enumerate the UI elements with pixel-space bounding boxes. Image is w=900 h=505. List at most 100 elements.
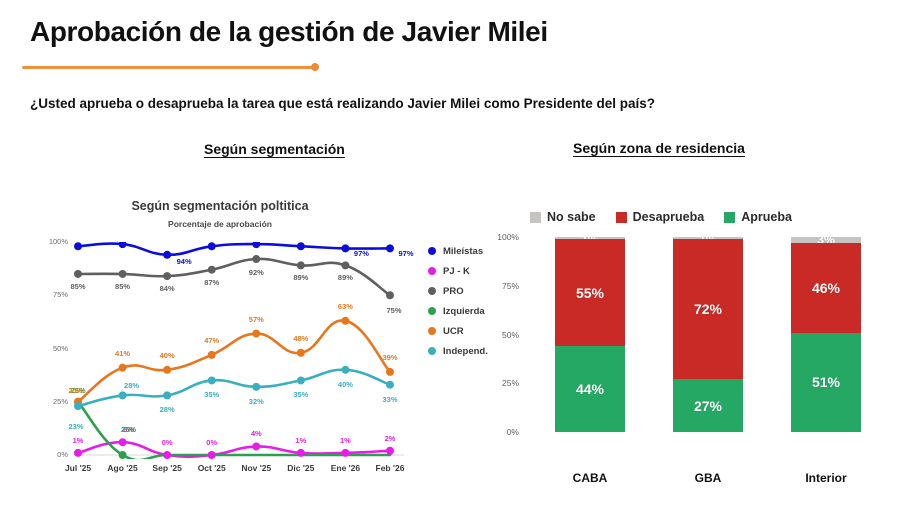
line-data-point — [118, 438, 127, 447]
line-data-label: 25% — [70, 385, 86, 395]
line-data-point — [163, 250, 172, 259]
line-data-point — [386, 367, 394, 376]
line-data-label: 40% — [159, 350, 175, 360]
legend-dot-icon — [428, 327, 436, 335]
survey-question: ¿Usted aprueba o desaprueba la tarea que… — [30, 96, 655, 111]
line-data-label: 28% — [124, 381, 140, 391]
line-chart-legend: Mileístas PJ - K PRO Izquierda UCR Independ. — [428, 241, 488, 361]
line-data-point — [341, 316, 350, 325]
line-data-point — [296, 261, 305, 270]
bar-segment-label: 72% — [693, 301, 723, 318]
line-data-label: 32% — [248, 396, 264, 406]
line-data-point — [296, 348, 305, 357]
line-chart-title: Según segmentación poltitica — [131, 199, 309, 213]
line-data-point — [207, 242, 216, 251]
line-data-label: 85% — [115, 281, 131, 291]
legend-swatch-icon — [724, 211, 736, 223]
bar-segment-aprueba[interactable]: 51% — [791, 332, 861, 432]
legend-item-independ[interactable]: Independ. — [428, 341, 488, 361]
line-series-mile-stas — [76, 242, 392, 257]
bar-chart-legend: No sabe Desaprueba Aprueba — [530, 210, 792, 224]
line-chart-y-tick: 50% — [52, 343, 68, 353]
line-data-point — [386, 380, 394, 389]
legend-item-no-sabe[interactable]: No sabe — [530, 210, 596, 224]
line-data-label: 23% — [68, 422, 84, 431]
bar-segment-label: 55% — [575, 284, 605, 301]
bar-chart-x-tick: CABA — [572, 471, 608, 485]
stacked-bar-interior[interactable]: 3% 46% 51% — [791, 233, 861, 432]
line-data-point — [386, 291, 394, 300]
line-data-label: 1% — [295, 435, 307, 445]
line-data-label: 0% — [206, 438, 218, 447]
legend-label: Desaprueba — [632, 210, 705, 224]
line-data-point — [74, 269, 82, 278]
line-data-label: 39% — [382, 352, 398, 362]
legend-item-aprueba[interactable]: Aprueba — [724, 210, 792, 224]
stacked-bar-chart-zona-residencia: No sabe Desaprueba Aprueba 0% 25% 50% 75% 100%… — [485, 205, 895, 485]
bar-segment-desaprueba[interactable]: 72% — [673, 238, 743, 380]
line-chart-subtitle: Porcentaje de aprobación — [168, 219, 272, 229]
line-data-label: 84% — [159, 284, 175, 294]
title-underline-dot — [311, 63, 319, 71]
line-data-label: 63% — [337, 301, 353, 311]
line-data-point — [163, 391, 172, 400]
line-series-pro — [76, 257, 392, 297]
bar-chart-y-tick: 50% — [501, 329, 519, 340]
stacked-bar-caba[interactable]: 1%55%44% — [555, 233, 625, 432]
legend-item-izquierda[interactable]: Izquierda — [428, 301, 488, 321]
legend-label: No sabe — [547, 210, 596, 224]
legend-item-pj-k[interactable]: PJ - K — [428, 261, 488, 281]
bar-segment-desaprueba[interactable]: 46% — [791, 242, 861, 333]
section-heading-zona: Según zona de residencia — [573, 140, 745, 156]
legend-label: PRO — [443, 285, 464, 297]
line-data-point — [118, 451, 127, 459]
line-chart-segmentacion-politica: Según segmentación poltitica Porcentaje … — [30, 195, 488, 480]
legend-item-desaprueba[interactable]: Desaprueba — [615, 210, 705, 224]
line-data-point — [163, 451, 172, 459]
legend-item-mile-stas[interactable]: Mileístas — [428, 241, 488, 261]
line-data-label: 57% — [248, 314, 264, 324]
bar-segment-label: 51% — [811, 374, 841, 391]
line-data-point — [207, 376, 216, 385]
line-chart-x-tick: Feb '26 — [375, 463, 405, 473]
line-chart-x-tick: Dic '25 — [287, 463, 315, 473]
stacked-bar-gba[interactable]: 1%72%27% — [673, 233, 743, 432]
line-data-label: 48% — [293, 333, 309, 343]
bar-segment-desaprueba[interactable]: 55% — [555, 238, 625, 347]
line-data-point — [341, 261, 350, 270]
bar-segment-aprueba[interactable]: 27% — [673, 379, 743, 432]
title-underline-rule — [22, 66, 316, 69]
line-data-point — [386, 446, 394, 455]
legend-label: Independ. — [443, 345, 488, 357]
line-chart-y-tick: 25% — [52, 396, 68, 406]
line-data-label: 89% — [293, 273, 309, 283]
line-data-label: 87% — [204, 277, 220, 287]
line-data-label: 4% — [250, 429, 262, 439]
legend-item-pro[interactable]: PRO — [428, 281, 488, 301]
bar-segment-aprueba[interactable]: 44% — [555, 346, 625, 432]
line-data-label: 47% — [204, 335, 220, 345]
line-data-label: 25% — [68, 385, 84, 395]
line-chart-x-tick: Ene '26 — [330, 463, 361, 473]
line-chart-y-tick: 100% — [48, 237, 68, 246]
line-data-label: 1% — [72, 435, 84, 445]
legend-swatch-icon — [615, 211, 627, 223]
line-data-point — [296, 448, 305, 457]
legend-label: UCR — [443, 325, 464, 337]
line-data-point — [118, 269, 127, 278]
line-data-label: 75% — [386, 306, 402, 316]
legend-dot-icon — [428, 307, 436, 315]
line-chart-x-tick: Nov '25 — [241, 463, 272, 473]
line-data-point — [341, 448, 350, 457]
legend-item-ucr[interactable]: UCR — [428, 321, 488, 341]
line-data-label: 35% — [293, 390, 309, 400]
line-data-label: 85% — [70, 281, 86, 291]
bar-chart-x-tick: GBA — [694, 471, 722, 485]
line-data-point — [252, 255, 261, 264]
line-data-label: 28% — [159, 405, 175, 415]
legend-label: PJ - K — [443, 265, 470, 277]
line-chart-x-tick: Oct '25 — [197, 463, 226, 473]
legend-swatch-icon — [530, 211, 541, 223]
line-data-label: 33% — [382, 394, 398, 404]
line-series-independ — [76, 368, 392, 408]
